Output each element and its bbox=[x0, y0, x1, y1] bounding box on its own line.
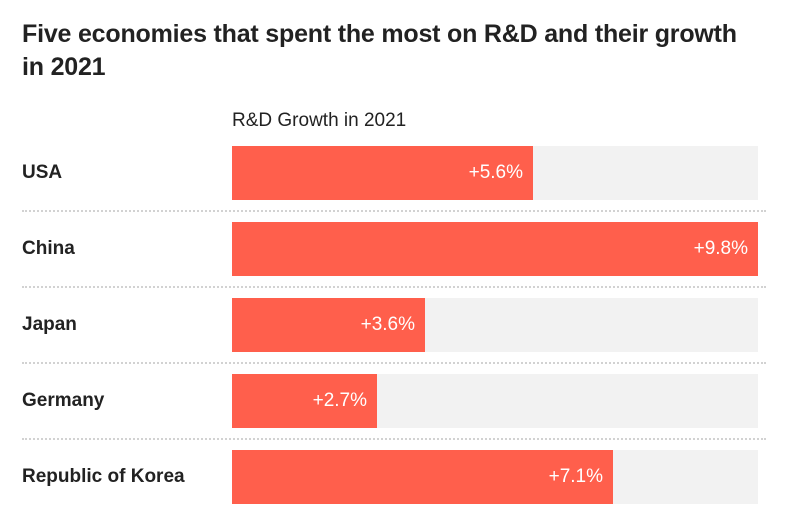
bar: +3.6% bbox=[232, 298, 425, 352]
value-label: +3.6% bbox=[360, 314, 415, 335]
bar-track: +2.7% bbox=[232, 374, 758, 428]
category-label: Japan bbox=[22, 314, 77, 335]
bar: +7.1% bbox=[232, 450, 613, 504]
value-label: +5.6% bbox=[468, 162, 523, 183]
value-label: +7.1% bbox=[548, 466, 603, 487]
bar-row: USA +5.6% bbox=[0, 146, 788, 200]
bar-track: +9.8% bbox=[232, 222, 758, 276]
row-divider bbox=[22, 362, 766, 364]
bar-track: +5.6% bbox=[232, 146, 758, 200]
bar-row: Republic of Korea +7.1% bbox=[0, 450, 788, 504]
bar: +9.8% bbox=[232, 222, 758, 276]
bar-row: China +9.8% bbox=[0, 222, 788, 276]
chart-title: Five economies that spent the most on R&… bbox=[22, 20, 737, 81]
bar: +2.7% bbox=[232, 374, 377, 428]
category-label: China bbox=[22, 238, 75, 259]
bar-track: +3.6% bbox=[232, 298, 758, 352]
bar: +5.6% bbox=[232, 146, 533, 200]
row-divider bbox=[22, 286, 766, 288]
row-divider bbox=[22, 438, 766, 440]
value-label: +2.7% bbox=[312, 390, 367, 411]
category-label: USA bbox=[22, 162, 63, 183]
bar-row: Japan +3.6% bbox=[0, 298, 788, 352]
bar-track: +7.1% bbox=[232, 450, 758, 504]
column-header: R&D Growth in 2021 bbox=[232, 110, 407, 131]
row-divider bbox=[22, 210, 766, 212]
value-label: +9.8% bbox=[693, 238, 748, 259]
category-label: Republic of Korea bbox=[22, 466, 185, 487]
category-label: Germany bbox=[22, 390, 105, 411]
bar-row: Germany +2.7% bbox=[0, 374, 788, 428]
